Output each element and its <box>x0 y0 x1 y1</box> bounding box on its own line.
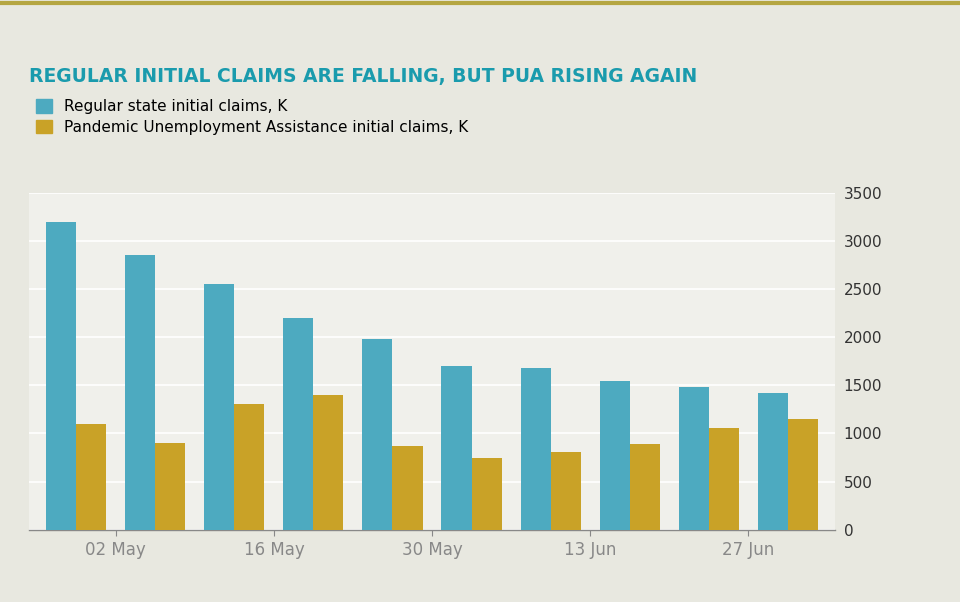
Bar <box>234 403 264 530</box>
Bar <box>551 452 581 530</box>
Text: REGULAR INITIAL CLAIMS ARE FALLING, BUT PUA RISING AGAIN: REGULAR INITIAL CLAIMS ARE FALLING, BUT … <box>29 67 697 85</box>
Bar <box>679 387 708 530</box>
Bar <box>393 446 422 530</box>
Bar <box>125 255 156 530</box>
Bar <box>156 443 185 530</box>
Bar <box>708 427 739 530</box>
Bar <box>442 366 471 530</box>
Bar <box>283 318 313 530</box>
Bar <box>600 382 630 530</box>
Bar <box>76 424 107 530</box>
Bar <box>520 368 551 530</box>
Bar <box>630 444 660 530</box>
Bar <box>204 284 234 530</box>
Bar <box>46 222 76 530</box>
Bar <box>788 419 818 530</box>
Bar <box>313 395 344 530</box>
Bar <box>471 458 501 530</box>
Legend: Regular state initial claims, K, Pandemic Unemployment Assistance initial claims: Regular state initial claims, K, Pandemi… <box>36 99 468 135</box>
Bar <box>757 393 788 530</box>
Bar <box>363 339 393 530</box>
